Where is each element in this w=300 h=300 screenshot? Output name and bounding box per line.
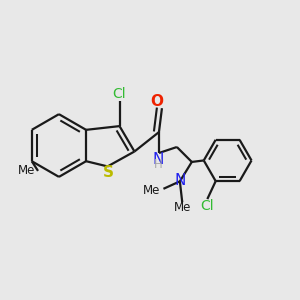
- Text: H: H: [153, 158, 162, 171]
- Text: N: N: [174, 173, 185, 188]
- Text: S: S: [103, 165, 114, 180]
- Text: Cl: Cl: [200, 199, 214, 213]
- Text: Me: Me: [174, 200, 191, 214]
- Text: O: O: [150, 94, 163, 109]
- Text: Me: Me: [143, 184, 160, 196]
- Text: N: N: [152, 152, 164, 167]
- Text: Me: Me: [18, 164, 35, 177]
- Text: Cl: Cl: [113, 87, 126, 101]
